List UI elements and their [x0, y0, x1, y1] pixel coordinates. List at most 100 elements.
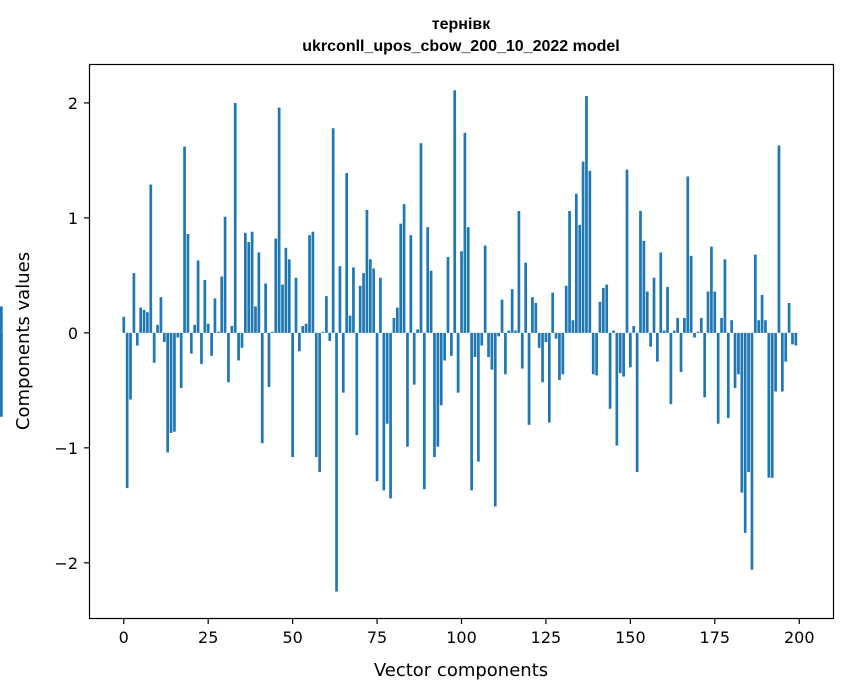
- y-tick-label: 0: [68, 324, 78, 343]
- x-tick-label: 50: [282, 628, 302, 647]
- bar: [632, 325, 636, 333]
- x-axis-ticks: 0 25 50 75 100 125 150 175 200: [119, 618, 815, 647]
- bar: [635, 332, 639, 472]
- y-axis-ticks: −2 −1 0 1 2: [54, 94, 90, 573]
- x-tick-label: 75: [367, 628, 387, 647]
- bar: [318, 332, 321, 472]
- bar: [520, 332, 524, 369]
- bar: [480, 332, 484, 346]
- bar: [284, 247, 288, 333]
- bar: [298, 332, 301, 352]
- bar: [341, 332, 345, 393]
- bar: [129, 332, 132, 400]
- bar: [385, 332, 389, 424]
- bar: [753, 254, 757, 333]
- bar: [146, 312, 149, 333]
- bar: [122, 316, 126, 333]
- bar: [365, 209, 369, 333]
- bar: [531, 297, 534, 333]
- chart-title-line1: тернівк: [432, 16, 491, 33]
- bar: [689, 255, 693, 333]
- bar: [493, 332, 497, 507]
- bar: [561, 332, 565, 375]
- x-tick-label: 0: [119, 628, 129, 647]
- bar: [392, 317, 396, 333]
- bar: [325, 296, 328, 333]
- bar: [416, 329, 419, 333]
- bar: [615, 332, 619, 446]
- bar: [541, 332, 544, 383]
- y-tick-label: 1: [68, 209, 78, 228]
- bar: [578, 224, 582, 333]
- bar: [301, 325, 305, 333]
- bar: [490, 332, 494, 370]
- bar: [510, 289, 514, 333]
- bar: [453, 90, 457, 333]
- x-tick-label: 125: [531, 628, 562, 647]
- bar: [456, 332, 460, 393]
- bar: [544, 332, 548, 343]
- bar: [723, 259, 727, 333]
- bar: [608, 332, 612, 409]
- bar: [233, 102, 237, 333]
- bar: [791, 332, 794, 345]
- bar: [132, 273, 136, 333]
- bar: [618, 332, 622, 374]
- x-tick-label: 100: [446, 628, 477, 647]
- bar: [794, 332, 798, 346]
- bar: [162, 332, 166, 343]
- bar: [568, 211, 571, 333]
- bar: [571, 320, 575, 333]
- bar: [500, 299, 504, 333]
- bar: [220, 276, 224, 333]
- bar: [693, 332, 696, 338]
- bar: [291, 332, 294, 458]
- bar: [423, 332, 426, 490]
- bar: [328, 332, 332, 341]
- bar: [537, 332, 541, 348]
- bar: [477, 332, 480, 462]
- bar: [554, 332, 558, 339]
- x-axis-label: Vector components: [374, 660, 548, 681]
- bar: [429, 270, 433, 333]
- bar: [254, 306, 257, 333]
- bar: [419, 143, 423, 333]
- bar: [514, 330, 517, 333]
- bar: [321, 331, 325, 333]
- bar: [166, 332, 170, 453]
- bar: [652, 277, 656, 333]
- bar: [639, 211, 642, 333]
- bar: [524, 262, 528, 333]
- bar: [676, 317, 679, 333]
- bar: [395, 307, 399, 333]
- bar: [470, 332, 473, 491]
- bar: [257, 252, 261, 333]
- bar: [605, 284, 609, 333]
- bar: [345, 173, 349, 333]
- bar: [517, 211, 521, 333]
- bar: [443, 332, 446, 361]
- bar: [625, 169, 629, 333]
- bar: [591, 332, 595, 375]
- bar: [487, 332, 490, 358]
- bar: [760, 294, 764, 333]
- bar: [281, 284, 284, 333]
- bar: [176, 332, 180, 338]
- bar: [534, 302, 538, 333]
- bar: [382, 332, 386, 491]
- bar: [737, 332, 740, 375]
- bar: [368, 259, 372, 333]
- bar: [743, 332, 747, 533]
- bar: [139, 307, 143, 333]
- bar: [588, 170, 592, 333]
- bar: [375, 332, 379, 482]
- chart-title-line2: ukrconll_upos_cbow_200_10_2022 model: [302, 38, 619, 55]
- bar: [598, 301, 602, 333]
- bar: [629, 332, 632, 368]
- bar: [196, 260, 200, 333]
- bar: [659, 252, 663, 333]
- bar: [200, 332, 203, 364]
- x-tick-label: 200: [784, 628, 815, 647]
- bar: [314, 332, 318, 458]
